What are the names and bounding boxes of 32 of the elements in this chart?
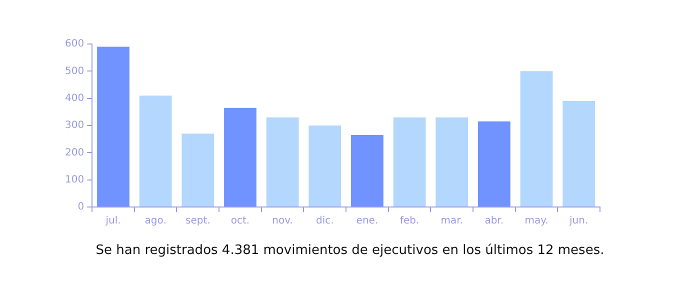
x-tick-label: ene. xyxy=(356,216,378,227)
y-tick-label: 100 xyxy=(64,174,84,186)
y-tick-label: 600 xyxy=(64,38,84,50)
bar xyxy=(224,108,256,206)
x-tick-label: mar. xyxy=(440,216,463,227)
bar xyxy=(351,135,384,206)
x-tick-label: jul. xyxy=(104,216,121,227)
x-tick-label: oct. xyxy=(230,216,250,227)
x-tick-label: feb. xyxy=(400,216,420,227)
x-tick-label: ago. xyxy=(144,216,166,227)
bar xyxy=(436,117,468,206)
x-tick-label: abr. xyxy=(484,216,504,227)
text: Se han registrados 4.381 movimientos de ejecutivos en los últimos 12 meses. xyxy=(94,243,606,258)
bar xyxy=(478,121,510,206)
x-tick-label: sept. xyxy=(185,216,210,227)
y-tick-label: 400 xyxy=(64,92,84,104)
bar xyxy=(139,96,172,206)
bar xyxy=(393,117,426,206)
bar xyxy=(182,134,214,206)
bar xyxy=(308,126,342,206)
y-tick-label: 200 xyxy=(64,147,84,158)
y-tick-label: 300 xyxy=(64,120,84,132)
bar xyxy=(562,101,596,206)
x-tick-label: jun. xyxy=(568,216,588,227)
y-tick-label: 0 xyxy=(78,202,84,213)
bar xyxy=(520,71,553,206)
x-tick-label: may. xyxy=(524,216,548,227)
y-tick-label: 500 xyxy=(64,66,84,77)
bar xyxy=(266,117,299,206)
x-tick-label: nov. xyxy=(272,216,293,227)
x-tick-label: dic. xyxy=(316,216,334,227)
bar xyxy=(97,46,130,206)
